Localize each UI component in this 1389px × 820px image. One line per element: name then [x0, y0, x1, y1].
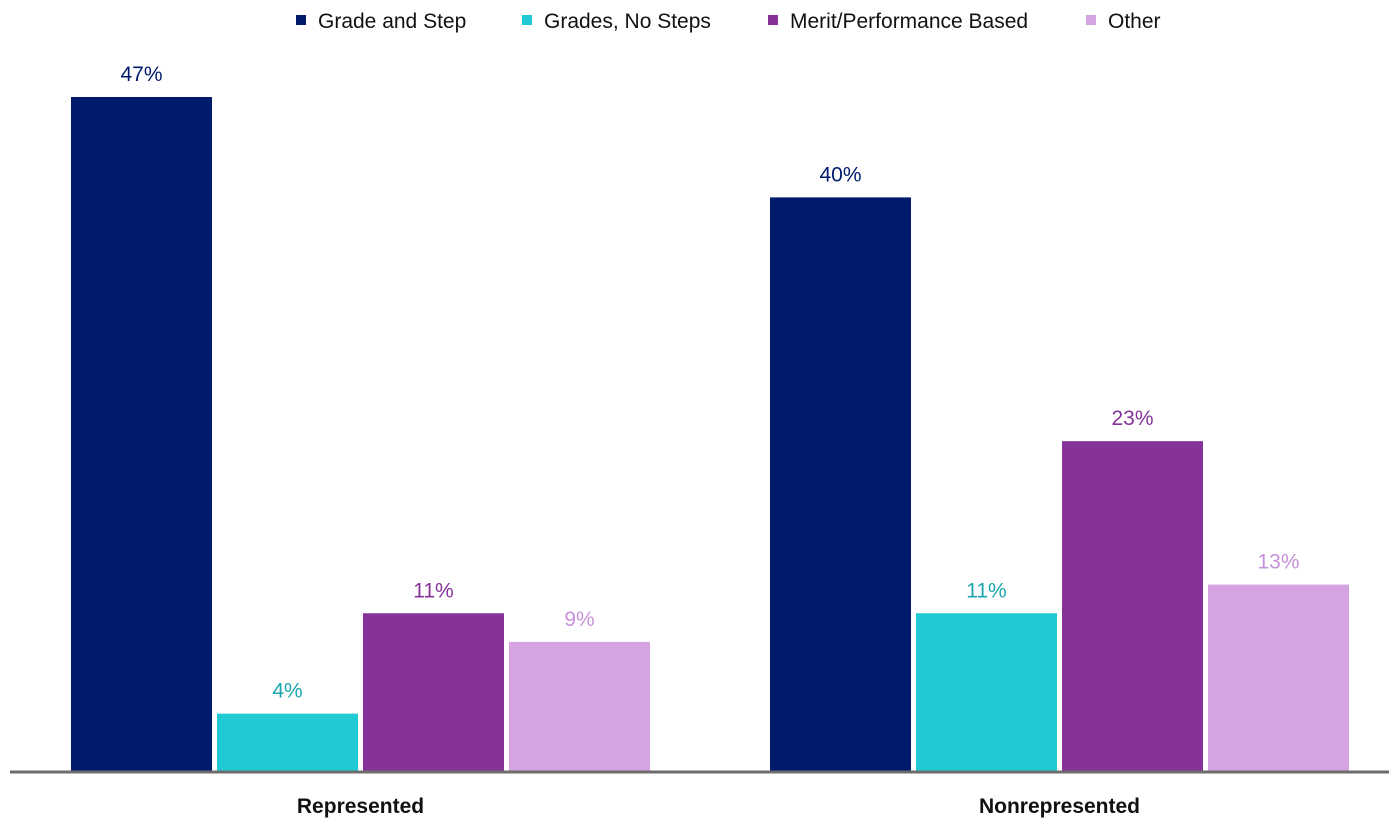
legend-item-grades-no-steps: Grades, No Steps: [522, 10, 711, 33]
legend-item-merit-performance-based: Merit/Performance Based: [768, 10, 1028, 33]
bar-represented-grades-no-steps: [217, 714, 358, 771]
legend-swatch-merit-performance-based: [768, 15, 778, 25]
legend-item-other: Other: [1086, 10, 1161, 33]
data-label-represented-merit-performance-based: 11%: [413, 579, 453, 602]
legend-label-merit-performance-based: Merit/Performance Based: [790, 10, 1028, 33]
data-label-represented-grade-and-step: 47%: [120, 63, 162, 86]
legend-label-grade-and-step: Grade and Step: [318, 10, 466, 33]
legend: Grade and Step Grades, No Steps Merit/Perf…: [296, 10, 1161, 33]
bar-nonrepresented-grades-no-steps: [916, 613, 1057, 771]
bar-nonrepresented-merit-performance-based: [1062, 441, 1203, 771]
legend-label-other: Other: [1108, 10, 1161, 33]
data-label-represented-other: 9%: [564, 608, 594, 631]
category-labels: Represented Nonrepresented: [297, 795, 1140, 818]
bar-nonrepresented-grade-and-step: [770, 197, 911, 771]
data-label-nonrepresented-other: 13%: [1257, 551, 1299, 574]
legend-item-grade-and-step: Grade and Step: [296, 10, 466, 33]
data-label-nonrepresented-grades-no-steps: 11%: [966, 579, 1006, 602]
bar-represented-merit-performance-based: [363, 613, 504, 771]
legend-swatch-other: [1086, 15, 1096, 25]
bar-represented-grade-and-step: [71, 97, 212, 771]
data-label-nonrepresented-grade-and-step: 40%: [819, 163, 861, 186]
data-label-represented-grades-no-steps: 4%: [272, 680, 302, 703]
category-label-represented: Represented: [297, 795, 424, 818]
bar-nonrepresented-other: [1208, 585, 1349, 771]
bar-represented-other: [509, 642, 650, 771]
bars: [71, 97, 1349, 771]
data-label-nonrepresented-merit-performance-based: 23%: [1111, 407, 1153, 430]
legend-label-grades-no-steps: Grades, No Steps: [544, 10, 711, 33]
legend-swatch-grade-and-step: [296, 15, 306, 25]
legend-swatch-grades-no-steps: [522, 15, 532, 25]
category-label-nonrepresented: Nonrepresented: [979, 795, 1140, 818]
